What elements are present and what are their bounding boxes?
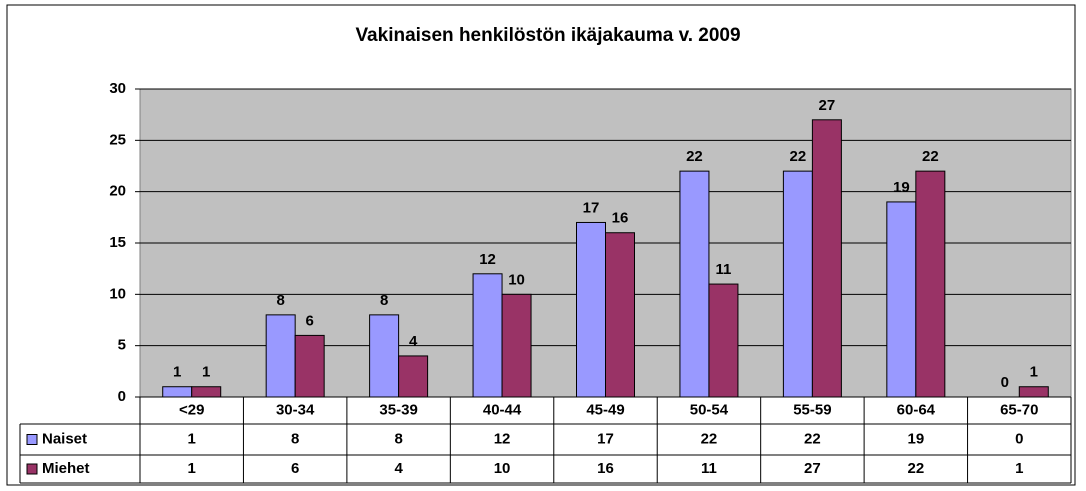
bar — [708, 283, 739, 398]
data-label: 8 — [380, 292, 388, 309]
data-label: 1 — [1030, 364, 1038, 381]
bar — [398, 355, 429, 398]
y-tick-label: 25 — [109, 131, 126, 148]
data-label: 4 — [409, 333, 418, 350]
table-cell: 4 — [394, 460, 403, 477]
data-label: 0 — [1001, 374, 1009, 391]
table-cell: 17 — [597, 430, 614, 447]
chart-title: Vakinaisen henkilöstön ikäjakauma v. 200… — [355, 25, 740, 46]
y-tick-label: 10 — [109, 285, 126, 302]
data-label: 6 — [305, 312, 313, 329]
table-cell: 10 — [494, 460, 511, 477]
data-label: 27 — [819, 97, 836, 114]
x-tick-label: 35-39 — [379, 401, 417, 418]
table-cell: 16 — [597, 460, 614, 477]
table-cell: 0 — [1015, 430, 1023, 447]
bar — [915, 170, 946, 398]
data-label: 12 — [479, 251, 496, 268]
data-label: 16 — [612, 210, 629, 227]
y-tick-label: 30 — [109, 80, 126, 97]
bar — [369, 314, 400, 398]
bar — [265, 314, 296, 398]
legend-swatch — [26, 463, 38, 475]
data-label: 22 — [790, 148, 807, 165]
bar — [886, 201, 917, 398]
bar — [605, 232, 635, 398]
legend-label: Naiset — [42, 430, 87, 447]
table-cell: 19 — [907, 430, 924, 447]
table-cell: 22 — [701, 430, 718, 447]
bar — [1018, 386, 1049, 398]
bar — [576, 221, 606, 398]
table-cell: 27 — [804, 460, 821, 477]
x-tick-label: 50-54 — [690, 401, 729, 418]
bar — [679, 170, 710, 398]
data-label: 11 — [716, 261, 732, 278]
bar — [501, 293, 532, 398]
x-tick-label: <29 — [179, 401, 204, 418]
legend-swatch — [26, 434, 38, 445]
bar — [162, 386, 193, 398]
table-cell: 22 — [804, 430, 821, 447]
table-cell: 8 — [394, 430, 402, 447]
data-label: 1 — [202, 364, 210, 381]
table-cell: 6 — [291, 460, 299, 477]
table-cell: 12 — [494, 430, 511, 447]
table-cell: 1 — [188, 460, 196, 477]
table-cell: 1 — [188, 430, 196, 447]
table-cell: 8 — [291, 430, 299, 447]
y-tick-label: 15 — [109, 234, 126, 251]
x-tick-label: 55-59 — [793, 401, 831, 418]
x-tick-label: 30-34 — [276, 401, 315, 418]
bar — [191, 386, 222, 398]
data-label: 22 — [922, 148, 939, 165]
data-label: 1 — [173, 364, 181, 381]
data-label: 22 — [686, 148, 703, 165]
bar — [472, 273, 503, 398]
data-label: 10 — [508, 271, 525, 288]
x-tick-label: 45-49 — [586, 401, 624, 418]
table-cell: 1 — [1015, 460, 1023, 477]
legend-label: Miehet — [42, 460, 90, 477]
y-tick-label: 0 — [118, 388, 126, 405]
data-label: 19 — [893, 179, 910, 196]
x-tick-label: 65-70 — [1000, 401, 1038, 418]
bar — [782, 170, 813, 398]
bar — [811, 119, 842, 398]
y-tick-label: 5 — [118, 337, 126, 354]
data-label: 17 — [583, 199, 600, 216]
table-cell: 11 — [701, 460, 717, 477]
data-label: 8 — [276, 292, 284, 309]
x-tick-label: 40-44 — [483, 401, 522, 418]
x-tick-label: 60-64 — [897, 401, 936, 418]
table-cell: 22 — [907, 460, 924, 477]
y-tick-label: 20 — [109, 183, 126, 200]
bar — [294, 334, 325, 398]
